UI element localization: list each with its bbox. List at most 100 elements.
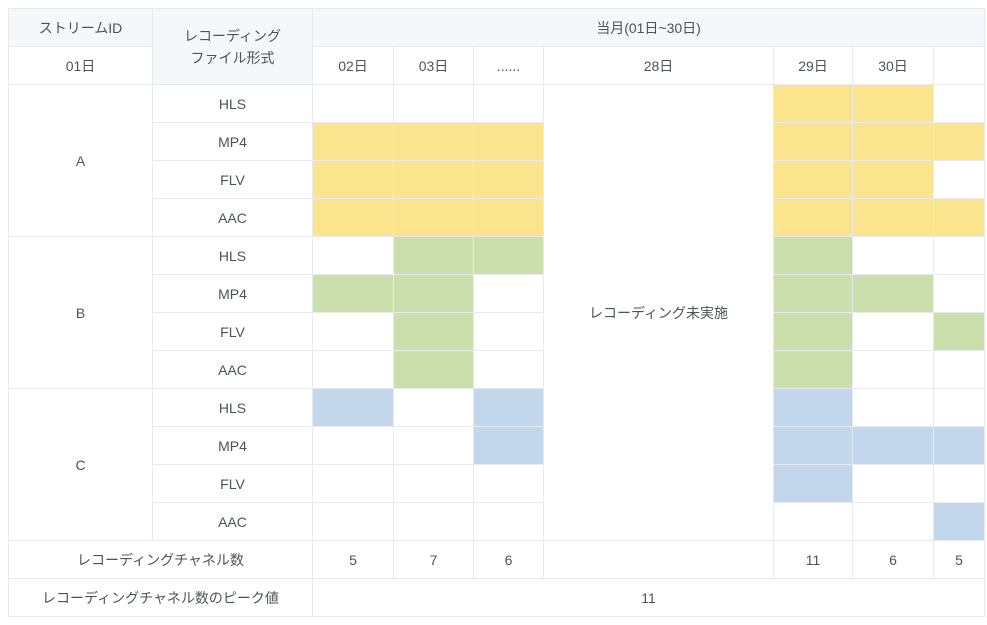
- channel-count-value: [543, 540, 774, 579]
- day-cell: [393, 84, 474, 123]
- channel-count-value: 5: [312, 540, 394, 579]
- peak-value: 11: [311, 578, 986, 617]
- day-cell: [473, 350, 544, 389]
- recording-schedule-table: ストリームID レコーディング ファイル形式 当月(01日~30日) 01日 0…: [8, 8, 986, 617]
- row-b-flv: FLV: [9, 312, 986, 351]
- row-b-mp4: MP4: [9, 274, 986, 313]
- day-cell: [312, 122, 394, 161]
- day-cell: [852, 426, 934, 465]
- day-cell: [312, 84, 394, 123]
- day-cell: [773, 198, 853, 237]
- channel-count-value: 11: [773, 540, 853, 579]
- day-cell: [393, 388, 474, 427]
- format-cell: MP4: [152, 274, 313, 313]
- day-cell: [393, 350, 474, 389]
- day-cell: [312, 388, 394, 427]
- day-cell: [773, 502, 853, 541]
- day-cell: [773, 122, 853, 161]
- day-cell: [932, 274, 986, 313]
- day-cell: [473, 236, 544, 275]
- day-cell: [473, 312, 544, 351]
- format-cell: FLV: [152, 160, 313, 199]
- header-row-1: ストリームID レコーディング ファイル形式 当月(01日~30日): [8, 8, 986, 85]
- day-cell: [773, 236, 853, 275]
- stream-c-cell: C: [8, 388, 153, 541]
- day-cell: [852, 312, 934, 351]
- day-cell: [312, 236, 394, 275]
- peak-row: レコーディングチャネル数のピーク値 11: [8, 578, 986, 617]
- not-recorded-cell: レコーディング未実施: [543, 84, 774, 541]
- day-cell: [932, 198, 986, 237]
- day-cell: [393, 274, 474, 313]
- day-cell: [312, 312, 394, 351]
- row-a-mp4: MP4: [9, 122, 986, 161]
- day-cell: [312, 502, 394, 541]
- day-cell: [932, 464, 986, 503]
- channel-count-value: 5: [932, 540, 986, 579]
- header-day-last: [932, 46, 986, 85]
- day-cell: [393, 426, 474, 465]
- day-cell: [852, 122, 934, 161]
- day-cell: [393, 502, 474, 541]
- header-day01: 01日: [8, 46, 153, 85]
- row-a-flv: FLV: [9, 160, 986, 199]
- day-cell: [852, 84, 934, 123]
- channel-count-value: 6: [473, 540, 544, 579]
- day-cell: [473, 502, 544, 541]
- day-cell: [393, 122, 474, 161]
- day-cell: [852, 236, 934, 275]
- day-cell: [393, 312, 474, 351]
- format-cell: HLS: [152, 388, 313, 427]
- format-cell: HLS: [152, 84, 313, 123]
- day-cell: [932, 84, 986, 123]
- day-cell: [393, 198, 474, 237]
- day-cell: [473, 426, 544, 465]
- day-cell: [852, 464, 934, 503]
- header-day-30: 30日: [852, 46, 934, 85]
- day-cell: [773, 426, 853, 465]
- day-cell: [393, 236, 474, 275]
- header-day-28: 28日: [543, 46, 774, 85]
- day-cell: [852, 198, 934, 237]
- day-cell: [852, 388, 934, 427]
- day-cell: [852, 502, 934, 541]
- file-format-line1: レコーディング: [183, 27, 282, 44]
- day-cell: [932, 236, 986, 275]
- day-cell: [312, 160, 394, 199]
- day-cell: [473, 84, 544, 123]
- channel-count-row: レコーディングチャネル数 5 7 6 11 6 5: [8, 540, 986, 579]
- day-cell: [932, 350, 986, 389]
- day-cell: [773, 350, 853, 389]
- header-stream-id: ストリームID: [8, 8, 153, 47]
- stream-b-cell: B: [8, 236, 153, 389]
- day-cell: [312, 198, 394, 237]
- row-c-flv: FLV: [9, 464, 986, 503]
- day-cell: [393, 160, 474, 199]
- day-cell: [393, 464, 474, 503]
- format-cell: AAC: [152, 198, 313, 237]
- row-c-mp4: MP4: [9, 426, 986, 465]
- channel-count-value: 6: [852, 540, 934, 579]
- row-a-aac: AAC: [9, 198, 986, 237]
- header-day-dots: ......: [473, 46, 544, 85]
- day-cell: [773, 464, 853, 503]
- format-cell: FLV: [152, 464, 313, 503]
- day-cell: [932, 122, 986, 161]
- day-cell: [473, 388, 544, 427]
- format-cell: FLV: [152, 312, 313, 351]
- row-c-aac: AAC: [9, 502, 986, 541]
- day-cell: [932, 160, 986, 199]
- day-cell: [773, 274, 853, 313]
- format-cell: HLS: [152, 236, 313, 275]
- format-cell: MP4: [152, 122, 313, 161]
- header-file-format: レコーディング ファイル形式: [152, 8, 313, 85]
- file-format-line2: ファイル形式: [190, 49, 275, 66]
- peak-label: レコーディングチャネル数のピーク値: [8, 578, 313, 617]
- format-cell: AAC: [152, 502, 313, 541]
- day-cell: [773, 160, 853, 199]
- day-cell: [773, 388, 853, 427]
- format-cell: AAC: [152, 350, 313, 389]
- header-day-03: 03日: [393, 46, 474, 85]
- header-day-29: 29日: [773, 46, 853, 85]
